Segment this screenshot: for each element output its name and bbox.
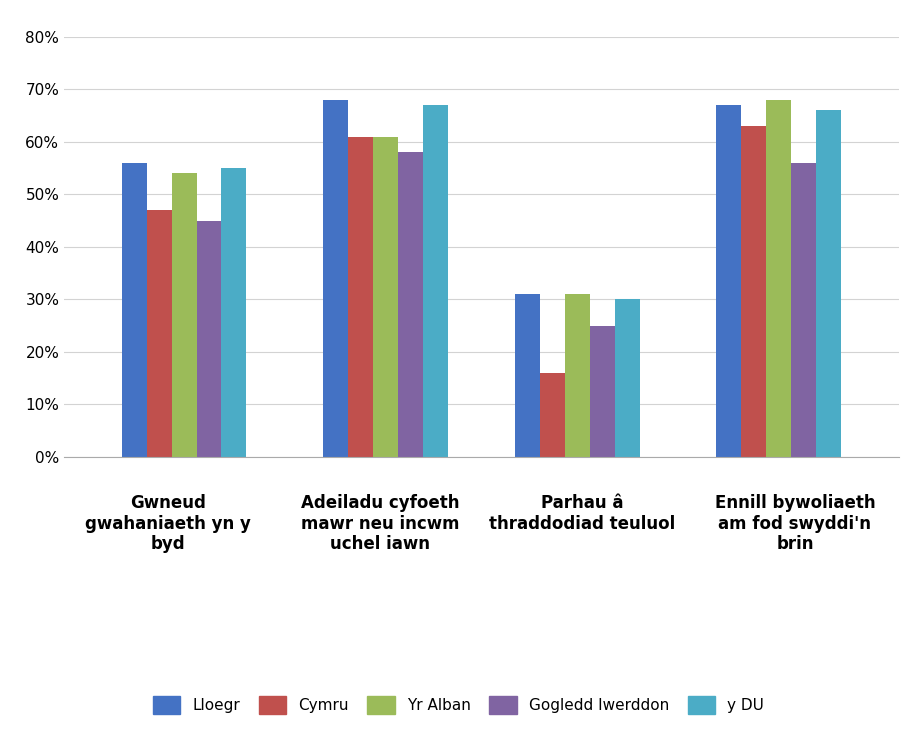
Text: Gwneud
gwahaniaeth yn y
byd: Gwneud gwahaniaeth yn y byd (85, 494, 251, 553)
Bar (196, 220, 222, 457)
Bar (767, 99, 791, 457)
Bar (515, 294, 540, 457)
Bar (222, 168, 247, 457)
Bar (590, 326, 614, 457)
Bar (741, 126, 767, 457)
Bar (423, 105, 447, 457)
Text: Ennill bywoliaeth
am fod swyddi'n
brin: Ennill bywoliaeth am fod swyddi'n brin (714, 494, 876, 553)
Bar (540, 373, 565, 457)
Bar (398, 153, 423, 457)
Text: Parhau â
thraddodiad teuluol: Parhau â thraddodiad teuluol (490, 494, 676, 533)
Bar (791, 163, 816, 457)
Bar (147, 210, 171, 457)
Text: Adeiladu cyfoeth
mawr neu incwm
uchel iawn: Adeiladu cyfoeth mawr neu incwm uchel ia… (301, 494, 459, 553)
Bar (171, 173, 196, 457)
Bar (348, 136, 373, 457)
Bar (716, 105, 741, 457)
Bar (323, 99, 348, 457)
Bar (816, 111, 841, 457)
Bar (565, 294, 590, 457)
Bar (614, 299, 640, 457)
Legend: Lloegr, Cymru, Yr Alban, Gogledd Iwerddon, y DU: Lloegr, Cymru, Yr Alban, Gogledd Iwerddo… (145, 688, 772, 722)
Bar (122, 163, 147, 457)
Bar (373, 136, 398, 457)
